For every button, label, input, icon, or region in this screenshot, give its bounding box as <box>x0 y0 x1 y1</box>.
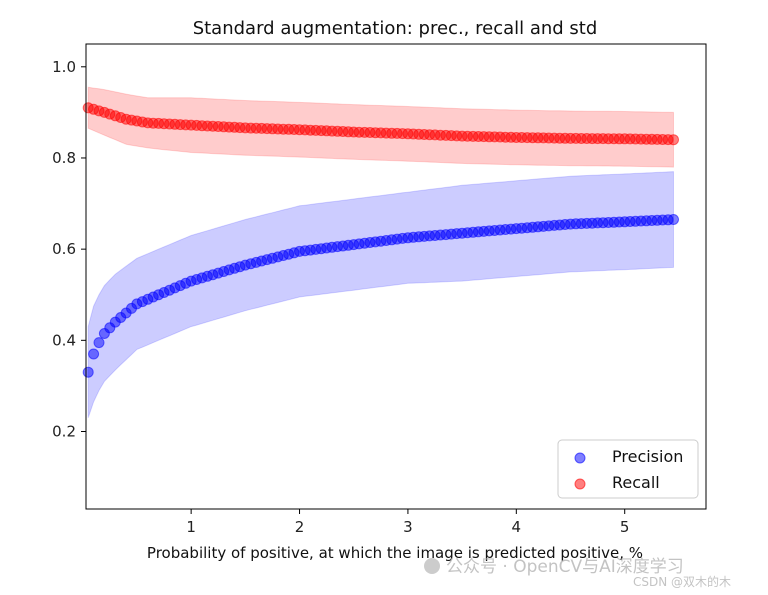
wechat-icon <box>424 558 440 574</box>
x-axis-label: Probability of positive, at which the im… <box>147 544 643 562</box>
watermark-credit: CSDN @双木的木 <box>633 574 731 589</box>
legend-marker-recall <box>574 478 586 490</box>
watermark: 公众号 · OpenCV与AI深度学习 CSDN @双木的木 <box>424 557 731 589</box>
x-tick-label: 1 <box>186 518 196 536</box>
precision-point <box>88 348 100 360</box>
data-points <box>82 102 679 378</box>
y-tick-label: 0.4 <box>52 331 76 349</box>
legend-marker-precision <box>574 452 586 464</box>
y-tick-label: 0.6 <box>52 240 76 258</box>
watermark-text: 公众号 · OpenCV与AI深度学习 <box>446 557 684 577</box>
legend-label-recall: Recall <box>612 473 660 492</box>
legend-box <box>557 439 699 499</box>
legend-label-precision: Precision <box>612 447 683 466</box>
recall-point <box>668 134 679 146</box>
precision-point <box>82 366 94 378</box>
legend: Precision Recall <box>557 439 699 499</box>
x-axis: 1 2 3 4 5 <box>186 509 629 536</box>
y-tick-label: 1.0 <box>52 58 76 76</box>
std-band-recall <box>87 86 674 168</box>
precision-point <box>668 214 679 225</box>
y-tick-label: 0.2 <box>52 423 76 441</box>
x-tick-label: 5 <box>620 518 630 536</box>
y-axis: 0.2 0.4 0.6 0.8 1.0 <box>52 58 86 441</box>
x-tick-label: 4 <box>512 518 522 536</box>
y-tick-label: 0.8 <box>52 149 76 167</box>
x-tick-label: 2 <box>295 518 305 536</box>
x-tick-label: 3 <box>403 518 413 536</box>
std-band-precision <box>87 171 674 418</box>
precision-point <box>93 337 105 349</box>
plot-frame <box>85 43 707 510</box>
chart-title: Standard augmentation: prec., recall and… <box>193 18 598 39</box>
